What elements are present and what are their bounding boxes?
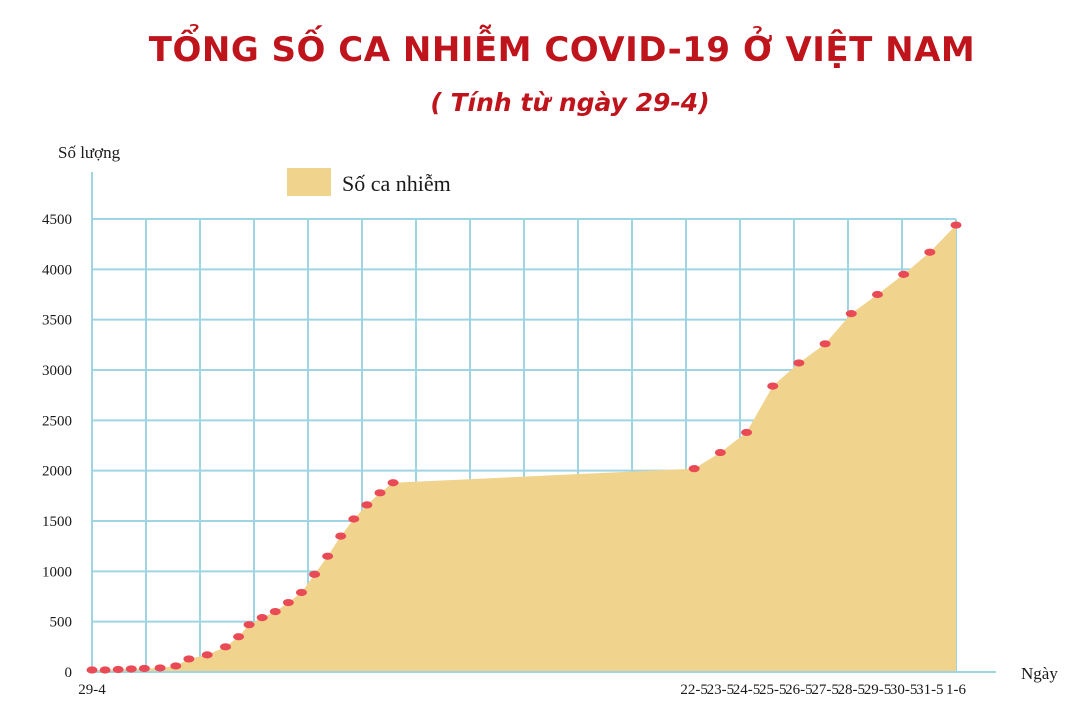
data-point [387,479,399,487]
y-tick-label: 1000 [42,564,72,580]
x-tick-label: 29-4 [78,682,106,698]
data-point [86,666,98,674]
y-tick-label: 3000 [42,363,72,379]
data-point [924,248,936,256]
data-point [322,552,334,560]
data-point [233,633,245,641]
data-point [309,570,321,578]
data-point [741,428,753,437]
data-point [99,666,111,674]
y-tick-label: 2000 [42,464,72,480]
data-point-markers [86,221,962,674]
x-tick-label: 30-5 [890,682,918,698]
data-point [220,643,232,651]
x-tick-label: 23-5 [707,682,735,698]
data-point [201,651,213,659]
data-point [282,598,294,607]
data-point [898,270,910,278]
data-point [950,221,962,229]
x-tick-label: 26-5 [785,682,813,698]
data-point [361,501,373,509]
data-point [714,448,726,457]
x-tick-label: 31-5 [916,682,944,698]
cases-area-fill [92,225,956,673]
data-point [154,664,166,672]
y-axis-label: Số lượng [58,143,121,162]
y-tick-label: 4000 [42,262,72,278]
data-point [112,665,124,674]
y-tick-label: 2500 [42,413,72,429]
legend-swatch [287,168,331,196]
y-tick-label: 500 [50,615,73,631]
data-point [845,310,857,318]
y-tick-labels: 0 500 1000 1500 2000 2500 3000 3500 4000 4500 [42,212,72,681]
data-point [269,608,281,616]
x-tick-label: 29-5 [864,682,892,698]
data-point [374,489,386,497]
y-tick-label: 1500 [42,514,72,530]
chart-title: TỔNG SỐ CA NHIỄM COVID-19 Ở VIỆT NAM [148,30,976,70]
data-point [243,621,255,629]
data-point [125,665,137,673]
data-point [348,515,360,523]
data-point [767,382,779,390]
y-tick-label: 3500 [42,313,72,329]
data-point [170,662,182,670]
data-point [335,532,347,540]
axes [91,172,996,673]
data-point [688,465,700,473]
data-point [793,359,805,367]
x-tick-label: 25-5 [759,682,787,698]
x-tick-label: 27-5 [811,682,839,698]
x-tick-labels: 29-4 22-523-524-525-526-527-528-529-530-5… [78,682,966,698]
legend-label: Số ca nhiễm [342,171,451,196]
data-point [183,655,195,663]
x-tick-label: 24-5 [733,682,761,698]
legend: Số ca nhiễm [287,168,451,196]
x-tick-label: 22-5 [680,682,708,698]
y-tick-label: 4500 [42,212,72,228]
y-tick-label: 0 [65,665,73,681]
data-point [295,588,307,597]
data-point [256,614,268,622]
x-axis-label: Ngày [1021,664,1058,683]
x-tick-label: 1-6 [946,682,966,698]
data-point [871,290,883,299]
data-point [819,340,831,348]
x-tick-label: 28-5 [838,682,866,698]
data-point [138,664,150,673]
chart-subtitle: ( Tính từ ngày 29-4) [430,88,710,117]
